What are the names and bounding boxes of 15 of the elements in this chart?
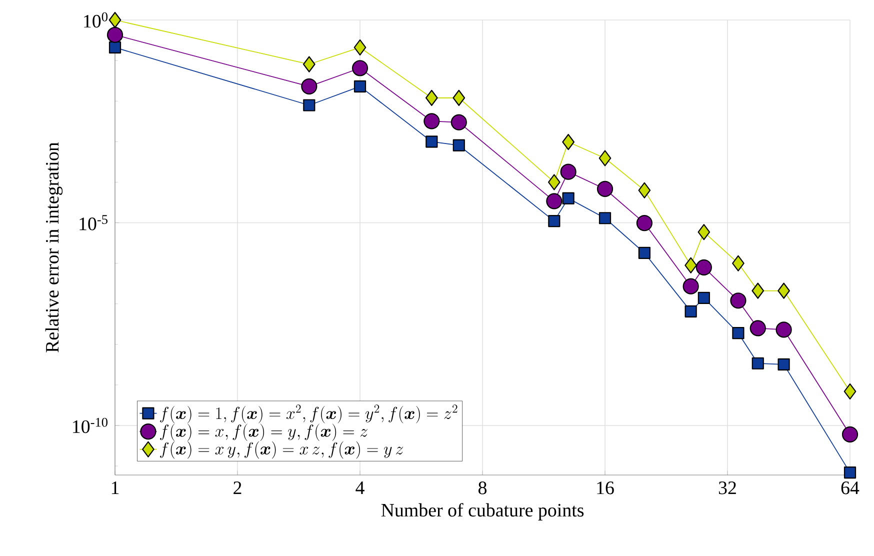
x-tick-label: 4 xyxy=(356,482,364,494)
legend-label: $f(\boldsymbol{x}) = x, f(\boldsymbol{x}) = y, f(\boldsymbol{x}) = z$ xyxy=(160,424,368,441)
x-axis-title: Number of cubature points xyxy=(381,503,584,520)
y-tick-label: 10$^{0}$ xyxy=(84,12,108,28)
x-tick-label: 8 xyxy=(478,482,487,494)
x-tick-label: 2 xyxy=(234,482,242,494)
y-tick-label: 10$^{-10}$ xyxy=(73,418,108,434)
x-tick-label: 16 xyxy=(597,482,614,494)
legend-label: $f(\boldsymbol{x}) = x\,y, f(\boldsymbol{x}) = x\,z, f(\boldsymbol{x}) = y\,z$ xyxy=(160,441,404,459)
x-tick-label: 32 xyxy=(718,482,736,494)
y-axis-title: Relative error in integration xyxy=(45,142,63,352)
x-tick-label: 1 xyxy=(112,482,119,494)
y-tick-label: 10$^{-5}$ xyxy=(80,215,108,230)
x-tick-label: 64 xyxy=(841,482,860,494)
legend-label: $f(\boldsymbol{x}) = 1, f(\boldsymbol{x}) = x^2, f(\boldsymbol{x}) = y^2, f(\boldsymbol{x}) = z^2$ xyxy=(160,404,458,424)
